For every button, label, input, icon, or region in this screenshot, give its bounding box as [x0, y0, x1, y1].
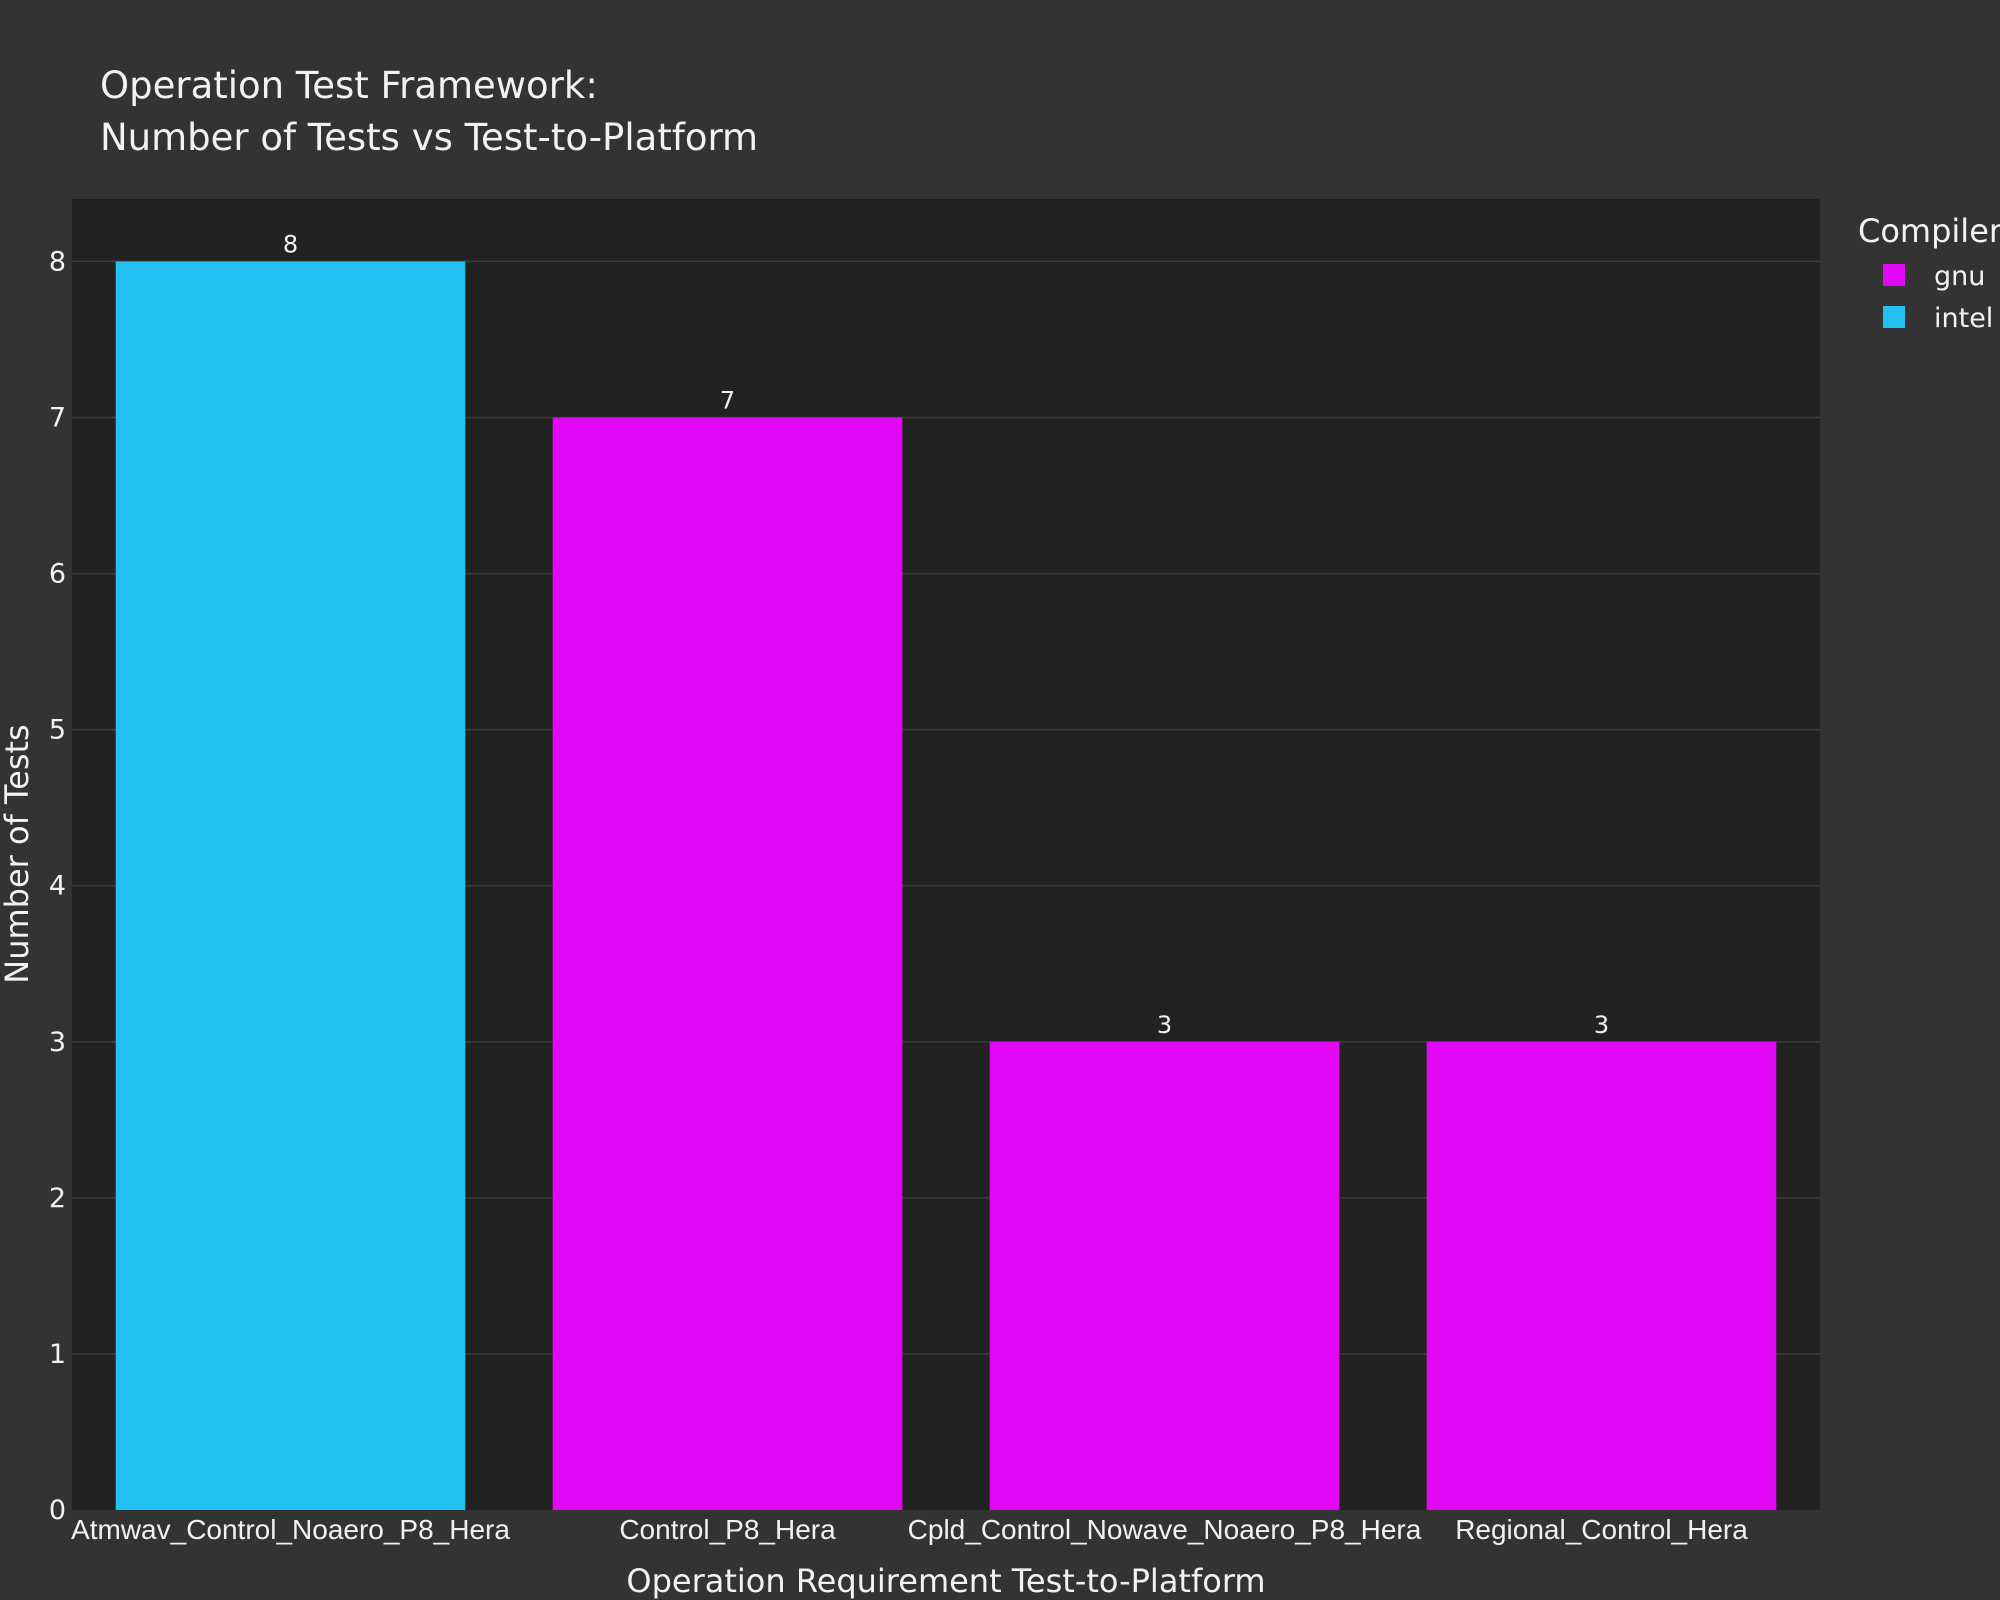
chart-title-line-1: Operation Test Framework: — [100, 64, 598, 107]
x-tick-label: Atmwav_Control_Noaero_P8_Hera — [71, 1514, 510, 1545]
y-tick-label: 3 — [49, 1027, 66, 1058]
x-tick-label: Cpld_Control_Nowave_Noaero_P8_Hera — [908, 1514, 1422, 1545]
bars — [115, 261, 1777, 1510]
x-tick-label: Regional_Control_Hera — [1455, 1514, 1748, 1545]
legend-swatch — [1883, 264, 1905, 286]
y-tick-label: 1 — [49, 1339, 66, 1370]
y-tick-label: 2 — [49, 1183, 66, 1214]
y-axis-title: Number of Tests — [0, 724, 36, 983]
y-tick-label: 8 — [49, 246, 66, 277]
bar — [989, 1041, 1340, 1510]
bar — [115, 261, 466, 1510]
y-tick-label: 7 — [49, 403, 66, 434]
bar — [1426, 1041, 1777, 1510]
x-axis-ticks: Atmwav_Control_Noaero_P8_Hera Control_P8_… — [71, 1514, 1748, 1545]
data-labels: 8 7 3 3 — [283, 230, 1609, 1038]
legend-title: Compiler — [1858, 212, 2000, 250]
bar-value-label: 3 — [1594, 1011, 1609, 1039]
legend-label: gnu — [1934, 261, 1985, 292]
x-tick-label: Control_P8_Hera — [619, 1514, 836, 1545]
chart-title: Operation Test Framework: Number of Test… — [100, 64, 758, 159]
x-axis-title: Operation Requirement Test-to-Platform — [626, 1562, 1265, 1600]
chart-title-line-2: Number of Tests vs Test-to-Platform — [100, 116, 758, 159]
y-axis-ticks: 0 1 2 3 4 5 6 7 8 — [49, 246, 66, 1526]
bar — [552, 417, 903, 1510]
legend-label: intel — [1934, 303, 1993, 334]
legend-swatch — [1883, 306, 1905, 328]
bar-value-label: 3 — [1157, 1011, 1172, 1039]
y-tick-label: 4 — [49, 871, 66, 902]
bar-value-label: 8 — [283, 230, 298, 258]
bar-value-label: 7 — [720, 387, 735, 415]
legend: Compiler gnu intel — [1858, 212, 2000, 334]
y-tick-label: 6 — [49, 559, 66, 590]
y-tick-label: 0 — [49, 1495, 66, 1526]
y-tick-label: 5 — [49, 715, 66, 746]
